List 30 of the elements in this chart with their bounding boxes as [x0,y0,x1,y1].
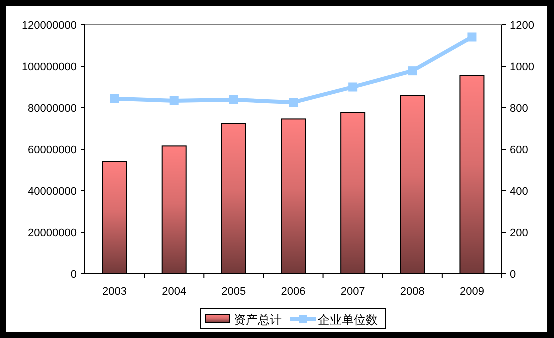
y-tick-label: 80000000 [28,103,77,115]
y2-tick-label: 400 [510,186,528,198]
point [289,98,298,108]
x-tick-label: 2008 [400,286,425,298]
y-tick-label: 60000000 [28,144,77,156]
y2-tick-label: 1000 [510,62,534,74]
y-tick-label: 0 [70,269,77,281]
point [110,94,120,104]
x-tick-label: 2003 [102,286,128,298]
point [468,32,477,42]
x-tick-label: 2006 [281,286,306,298]
legend-label: 资产总计 [234,313,282,327]
y2-tick-label: 600 [510,144,528,156]
y-tick-label: 100000000 [22,62,77,74]
x-tick-label: 2005 [222,286,246,298]
point [408,66,418,76]
legend-label: 企业单位数 [318,313,378,327]
y2-tick-label: 1200 [510,20,534,32]
y-tick-label: 20000000 [28,228,77,240]
x-tick-label: 2009 [460,286,484,298]
point [229,95,238,104]
y-tick-label: 120000000 [22,20,77,32]
x-tick-label: 2007 [340,286,366,298]
point [348,82,358,92]
point [170,96,179,106]
y2-tick-label: 800 [510,103,528,115]
y2-tick-label: 200 [510,228,528,240]
x-tick-label: 2004 [162,286,187,298]
y-tick-label: 40000000 [28,186,77,198]
y2-tick-label: 0 [510,269,516,281]
